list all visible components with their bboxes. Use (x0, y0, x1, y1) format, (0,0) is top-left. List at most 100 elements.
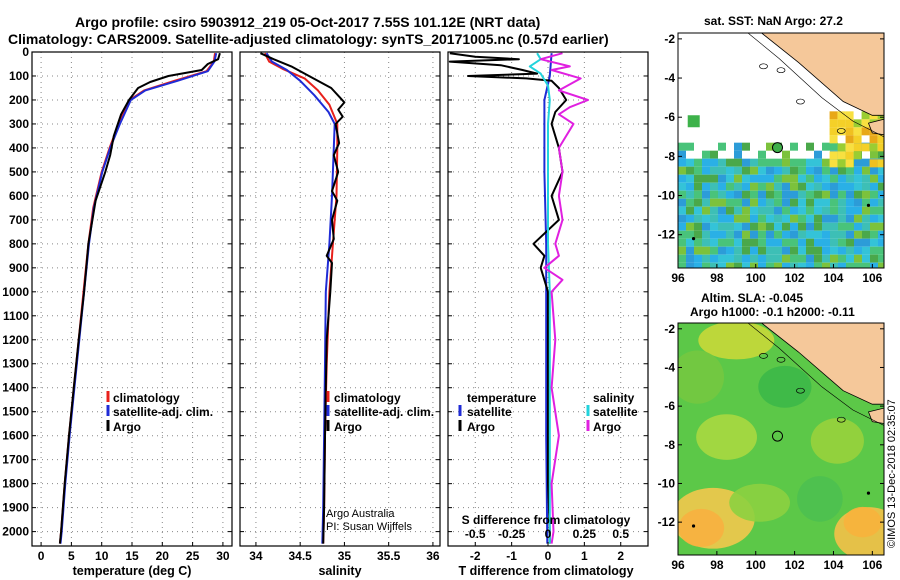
sst-cell (822, 262, 830, 268)
sst-cell (790, 222, 798, 231)
sst-cell (678, 206, 686, 215)
sst-cell (798, 254, 806, 263)
sst-cell (838, 254, 846, 263)
sst-cell (758, 182, 766, 191)
sst-cell (878, 150, 884, 159)
sst-cell (710, 238, 718, 247)
sst-cell (862, 254, 870, 263)
sst-cell (694, 174, 702, 183)
series-line-Argo (58, 52, 221, 544)
sst-cell (830, 142, 838, 151)
sst-cell (750, 222, 758, 231)
sst-cell (870, 262, 878, 268)
sst-cell-warm (829, 119, 838, 128)
x-tick-label: -1 (506, 549, 517, 563)
y-tick-label: 1900 (2, 501, 29, 515)
altimetry-map-panel: -2 -4 -6 -8 -10 -12 96 98 100 102 104 106 (658, 322, 885, 572)
legend-sat-label: satellite-adj. clim. (334, 405, 434, 419)
sst-cell (854, 214, 862, 223)
sst-cell (687, 115, 700, 128)
sst-cell (742, 142, 750, 151)
x-tick-label: 0 (38, 549, 45, 563)
series-group (58, 52, 221, 544)
sst-cell (758, 158, 766, 167)
legend-sat-label: satellite-adj. clim. (113, 405, 213, 419)
sst-map-panel: -2 -4 -6 -8 -10 -12 96 98 100 102 104 106 (658, 32, 885, 285)
sst-cell (838, 190, 846, 199)
sst-cell (718, 190, 726, 199)
sst-cell (838, 246, 846, 255)
sst-cell (846, 214, 854, 223)
plot-area (32, 52, 232, 546)
sst-cell (758, 246, 766, 255)
sst-cell (806, 190, 814, 199)
sst-cell (790, 190, 798, 199)
y-tick-label: 1000 (2, 285, 29, 299)
sst-cell (830, 262, 838, 268)
sst-cell (686, 182, 694, 191)
sst-cell (830, 206, 838, 215)
sst-cell (678, 262, 686, 268)
legend-tsat-label: satellite (467, 405, 512, 419)
credit-line2: PI: Susan Wijffels (326, 521, 412, 533)
bathymetry-contour (747, 33, 884, 138)
sst-cell (702, 166, 710, 175)
sst-cell (702, 230, 710, 239)
sst-cell (774, 262, 782, 268)
sst-cell-warm (877, 135, 884, 144)
sst-cell (750, 166, 758, 175)
sst-cell (782, 182, 790, 191)
sst-cell (694, 214, 702, 223)
map-y-tick-label: -2 (664, 32, 675, 46)
sst-cell (846, 246, 854, 255)
map-y-tick-label: -12 (658, 515, 676, 529)
x-tick-label: 20 (156, 549, 170, 563)
legend-clim-label: climatology (113, 391, 180, 405)
sst-cell (774, 230, 782, 239)
sst-cell (830, 166, 838, 175)
sst-cell (694, 230, 702, 239)
temperature-xlabel: temperature (deg C) (73, 564, 192, 578)
sst-cell (702, 158, 710, 167)
sst-cell (862, 214, 870, 223)
sst-cell (758, 190, 766, 199)
imos-credit: ©IMOS 13-Dec-2018 02:35:07 (886, 399, 898, 548)
y-tick-label: 1700 (2, 453, 29, 467)
sst-cell-warm (845, 151, 854, 160)
sst-cell (854, 166, 862, 175)
sst-cell (742, 222, 750, 231)
sst-cell (782, 206, 790, 215)
map-x-tick-label: 98 (710, 271, 724, 285)
y-tick-label: 1800 (2, 477, 29, 491)
sst-cell (766, 222, 774, 231)
legend-ssat-label: satellite (593, 405, 638, 419)
sst-cell (718, 254, 726, 263)
sst-cell (766, 254, 774, 263)
sst-cell (710, 262, 718, 268)
sst-cell (814, 174, 822, 183)
sst-cell (718, 158, 726, 167)
sst-cell (830, 214, 838, 223)
sst-cell (678, 190, 686, 199)
sst-cell (742, 230, 750, 239)
sst-cell (870, 238, 878, 247)
sst-cell (734, 150, 742, 159)
sst-cell (854, 262, 862, 268)
sst-cell (814, 222, 822, 231)
sst-cell (750, 174, 758, 183)
temperature-legend: climatology satellite-adj. clim. Argo (106, 391, 213, 434)
sst-cell (806, 254, 814, 263)
sst-cell (750, 262, 758, 268)
sst-cell (830, 174, 838, 183)
sst-cell (806, 142, 814, 151)
sst-cell-warm (869, 135, 878, 144)
sst-cell (678, 182, 686, 191)
y-tick-label: 1100 (3, 309, 29, 323)
sst-cell (702, 150, 710, 159)
difference-legend: temperature satellite Argo salinity sate… (458, 391, 638, 434)
sst-cell (734, 158, 742, 167)
map-frame (677, 322, 885, 556)
sst-cell (814, 198, 822, 207)
sst-cell-warm (853, 135, 862, 144)
sst-cell (822, 230, 830, 239)
